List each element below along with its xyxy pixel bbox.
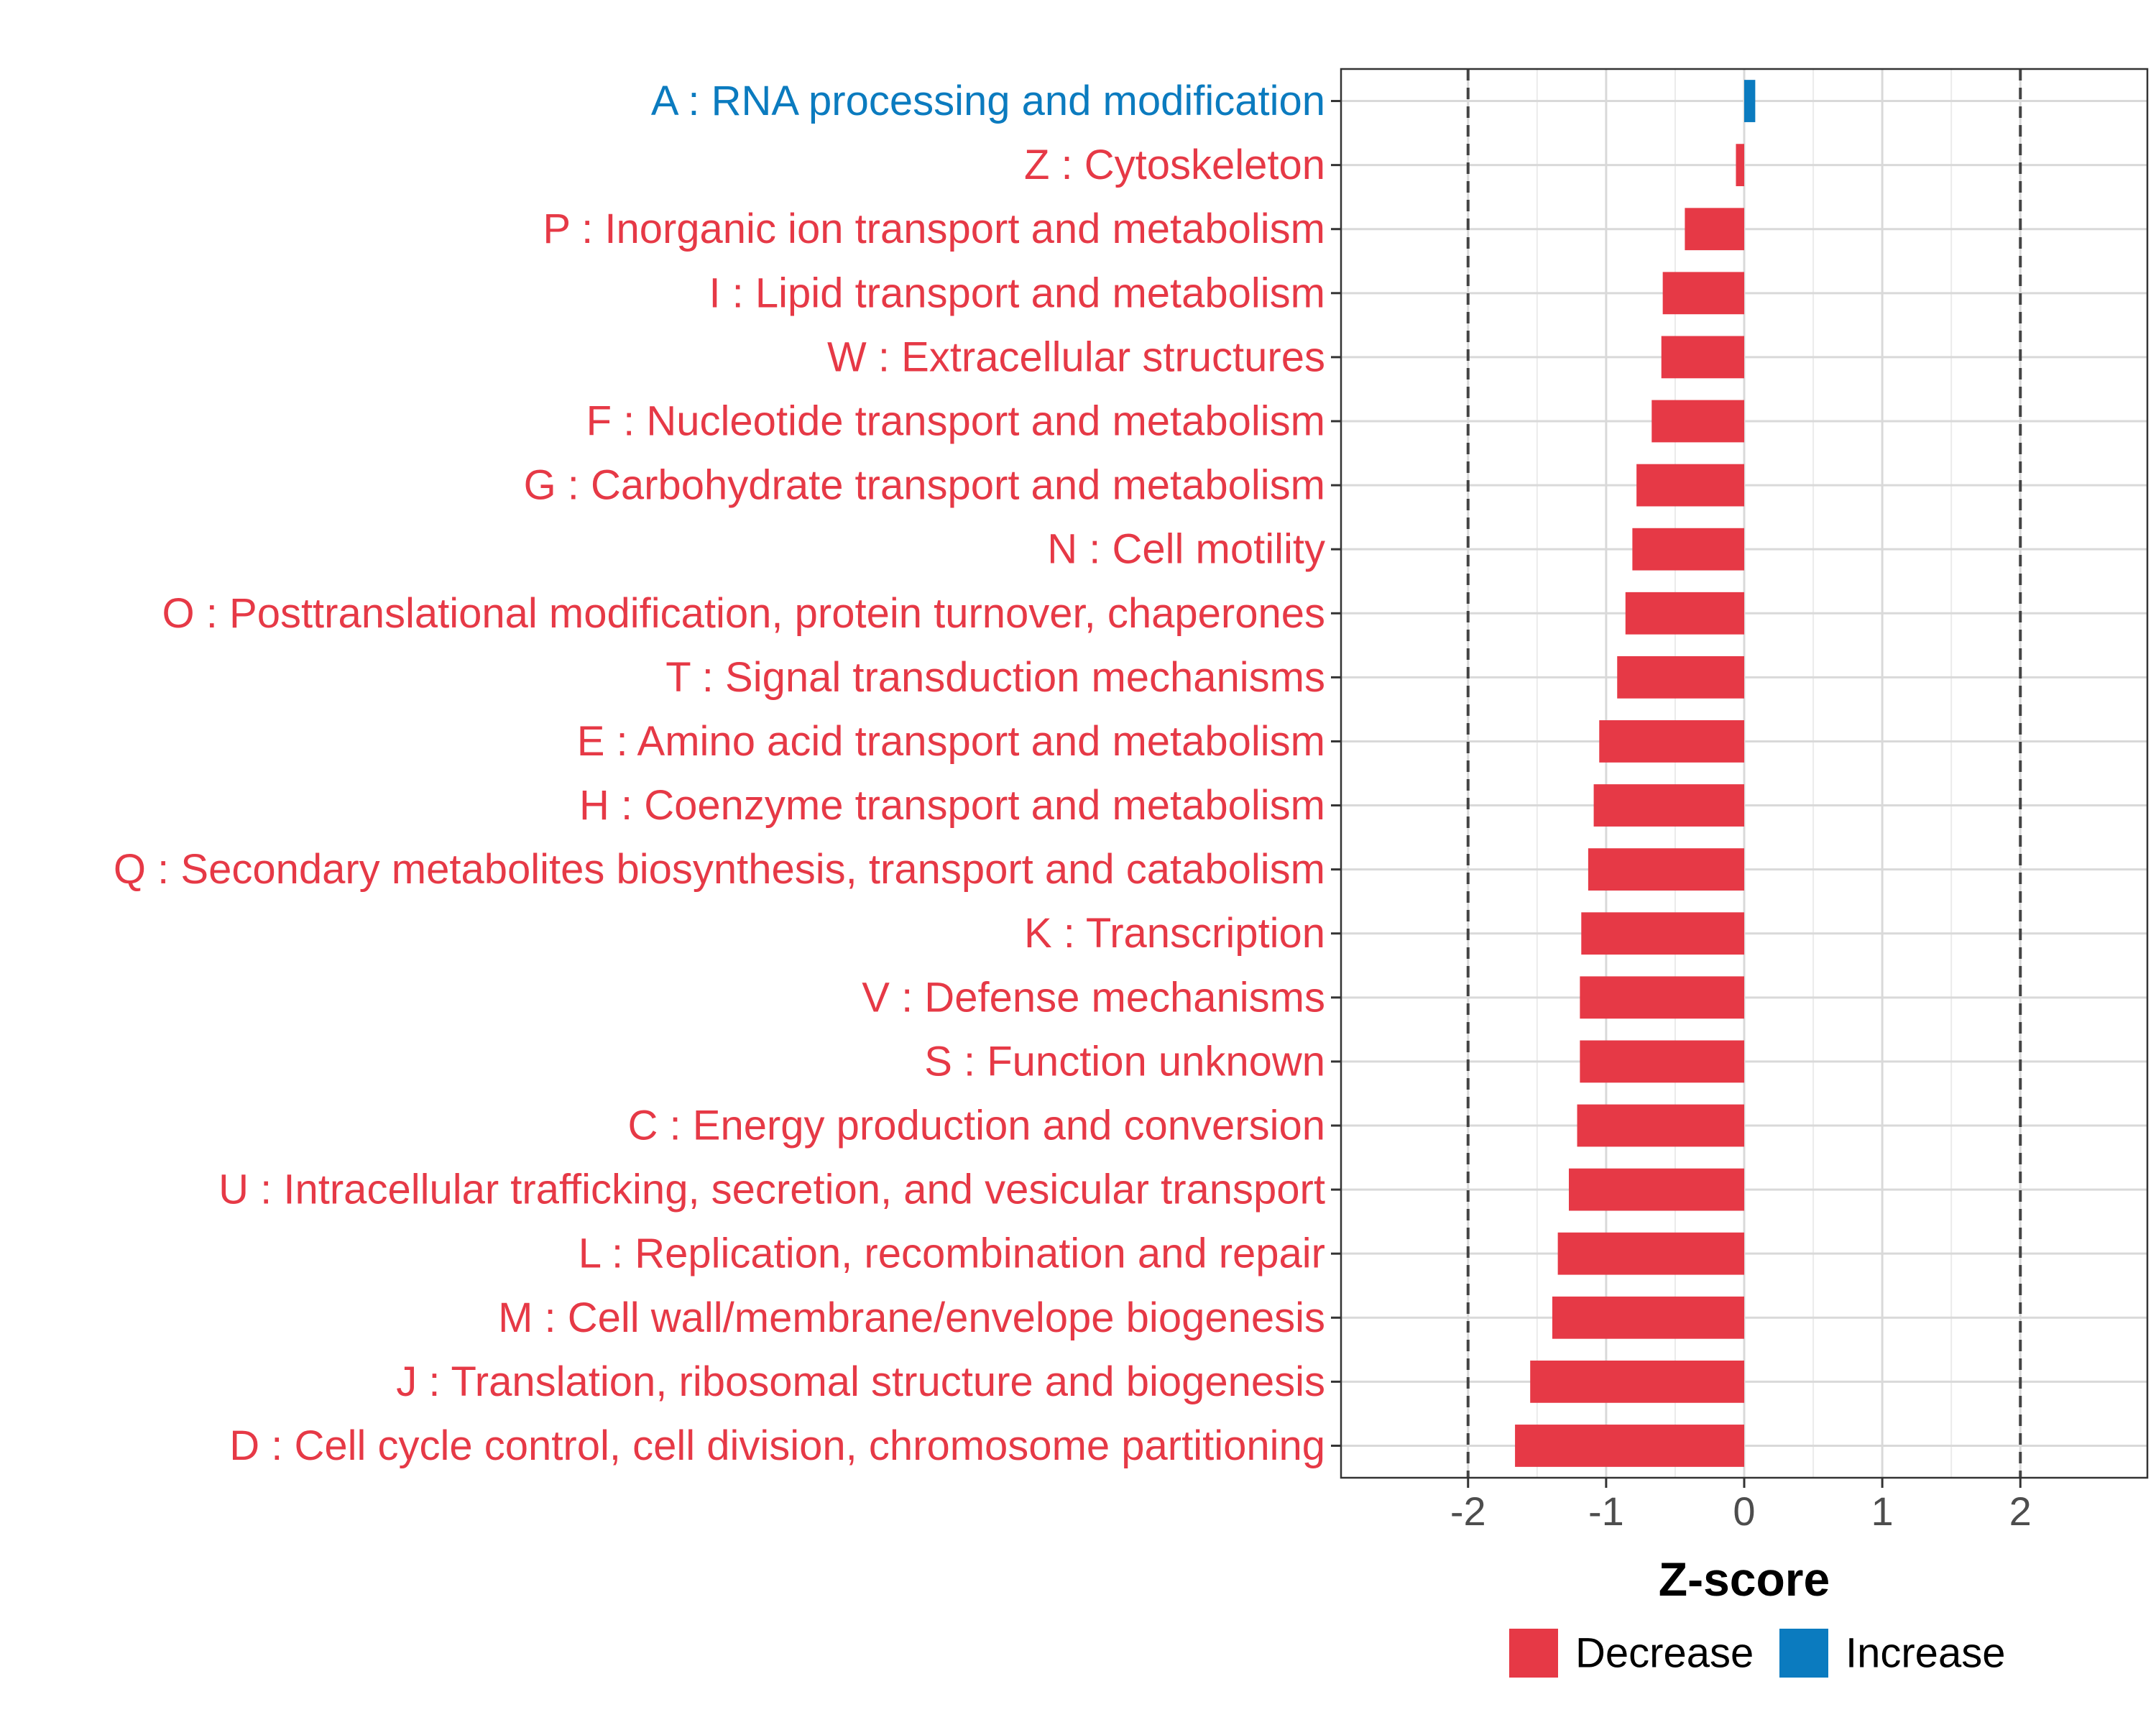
- category-label: T : Signal transduction mechanisms: [665, 654, 1325, 701]
- bar: [1515, 1425, 1744, 1467]
- x-axis-ticks: -2 -1 0 1 2: [1450, 1478, 2032, 1534]
- bar: [1580, 976, 1744, 1019]
- bar: [1580, 1040, 1744, 1083]
- bar: [1625, 592, 1744, 635]
- legend-swatch: [1509, 1629, 1558, 1678]
- legend-swatch: [1779, 1629, 1828, 1678]
- bar: [1581, 912, 1744, 955]
- x-tick-label: -2: [1450, 1489, 1486, 1534]
- category-label: U : Intracellular trafficking, secretion…: [218, 1167, 1325, 1213]
- bar: [1744, 80, 1756, 122]
- category-label: Z : Cytoskeleton: [1024, 142, 1325, 188]
- category-label: H : Coenzyme transport and metabolism: [579, 782, 1325, 829]
- category-label: D : Cell cycle control, cell division, c…: [229, 1422, 1325, 1469]
- category-label: L : Replication, recombination and repai…: [579, 1230, 1325, 1277]
- bar: [1569, 1168, 1744, 1211]
- bar: [1736, 144, 1744, 187]
- threshold-lines: [1466, 69, 2022, 1478]
- category-label: J : Translation, ribosomal structure and…: [396, 1358, 1325, 1405]
- bar: [1552, 1296, 1744, 1339]
- bar: [1577, 1104, 1744, 1147]
- bar: [1636, 464, 1744, 507]
- category-label: G : Carbohydrate transport and metabolis…: [524, 462, 1325, 509]
- x-tick-label: 0: [1733, 1489, 1755, 1534]
- bar: [1530, 1360, 1744, 1403]
- bar: [1661, 336, 1744, 379]
- category-label: O : Posttranslational modification, prot…: [162, 590, 1325, 637]
- bar: [1593, 784, 1744, 827]
- legend: Decrease Increase: [1509, 1629, 2005, 1678]
- x-tick-label: -1: [1588, 1489, 1624, 1534]
- category-labels: A : RNA processing and modification Z : C…: [114, 78, 1325, 1469]
- category-label: P : Inorganic ion transport and metaboli…: [543, 206, 1325, 252]
- bar: [1662, 272, 1744, 315]
- bar: [1557, 1232, 1744, 1275]
- category-label: K : Transcription: [1024, 910, 1325, 957]
- category-label: C : Energy production and conversion: [628, 1103, 1325, 1149]
- legend-label: Decrease: [1575, 1630, 1754, 1677]
- category-label: N : Cell motility: [1047, 526, 1325, 573]
- bar: [1632, 528, 1744, 571]
- category-label: E : Amino acid transport and metabolism: [577, 718, 1325, 765]
- y-axis-ticks: [1331, 100, 1341, 1447]
- category-label: W : Extracellular structures: [827, 334, 1325, 380]
- bar: [1685, 208, 1744, 251]
- bar-layer: [1515, 80, 1756, 1467]
- bar: [1617, 656, 1744, 699]
- category-label: S : Function unknown: [924, 1038, 1325, 1085]
- x-tick-label: 1: [1871, 1489, 1894, 1534]
- category-label: Q : Secondary metabolites biosynthesis, …: [114, 846, 1325, 893]
- category-label: A : RNA processing and modification: [651, 78, 1325, 124]
- bar: [1588, 848, 1744, 891]
- x-axis-title: Z-score: [1659, 1552, 1830, 1606]
- category-label: F : Nucleotide transport and metabolism: [586, 398, 1325, 445]
- x-tick-label: 2: [2009, 1489, 2032, 1534]
- bar: [1599, 720, 1744, 763]
- category-label: V : Defense mechanisms: [862, 974, 1325, 1021]
- legend-label: Increase: [1846, 1630, 2005, 1677]
- category-label: M : Cell wall/membrane/envelope biogenes…: [498, 1294, 1325, 1341]
- category-label: I : Lipid transport and metabolism: [709, 270, 1325, 316]
- bar: [1651, 400, 1744, 443]
